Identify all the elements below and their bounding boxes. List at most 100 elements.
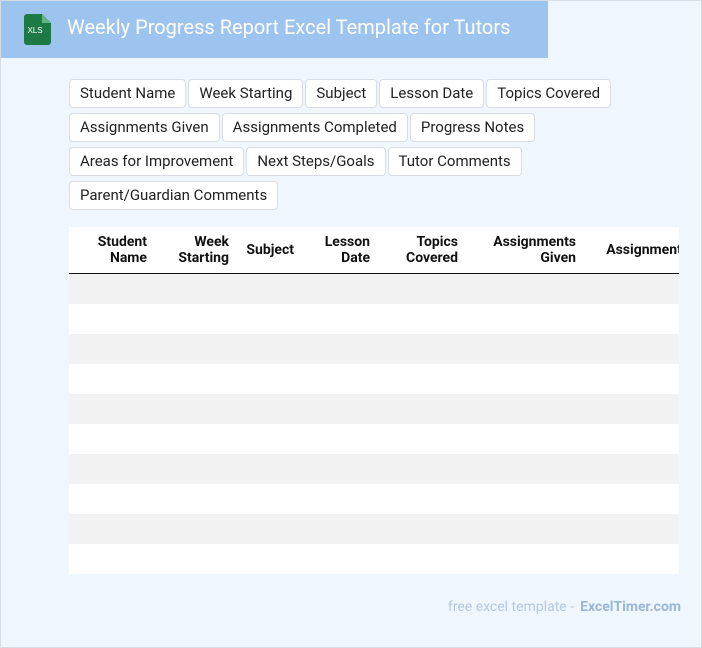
column-header: Student Name: [69, 227, 155, 274]
table-cell: [69, 273, 155, 304]
field-tag: Next Steps/Goals: [246, 147, 386, 176]
table-cell: [466, 484, 584, 514]
column-header: Lesson Date: [302, 227, 378, 274]
table-cell: [237, 454, 302, 484]
table-row: [69, 484, 679, 514]
table-cell: [155, 364, 237, 394]
table-cell: [378, 484, 466, 514]
table-cell: [237, 394, 302, 424]
table-cell: [378, 514, 466, 544]
table-cell: [237, 544, 302, 574]
table-cell: [584, 484, 679, 514]
table-cell: [584, 514, 679, 544]
table-cell: [69, 454, 155, 484]
table-cell: [237, 273, 302, 304]
table-cell: [466, 334, 584, 364]
table-cell: [302, 484, 378, 514]
table-row: [69, 364, 679, 394]
table-cell: [237, 334, 302, 364]
table-cell: [584, 334, 679, 364]
field-tag: Lesson Date: [379, 79, 485, 108]
table-cell: [302, 424, 378, 454]
field-tag: Topics Covered: [486, 79, 612, 108]
table-cell: [69, 424, 155, 454]
table-cell: [69, 334, 155, 364]
table-cell: [466, 394, 584, 424]
table-cell: [302, 273, 378, 304]
table-cell: [378, 454, 466, 484]
table-cell: [378, 394, 466, 424]
field-tag: Parent/Guardian Comments: [69, 181, 279, 210]
table-cell: [237, 484, 302, 514]
tag-list: Student Name Week Starting Subject Lesson D…: [69, 79, 621, 215]
table-cell: [69, 544, 155, 574]
table-cell: [466, 514, 584, 544]
table-cell: [155, 544, 237, 574]
table-cell: [302, 544, 378, 574]
table-cell: [584, 394, 679, 424]
column-header: Assignments Given: [466, 227, 584, 274]
field-tag: Progress Notes: [409, 113, 536, 142]
table-container: Student Name Week Starting Subject Lesson D…: [69, 227, 679, 574]
field-tag: Assignments Completed: [221, 113, 408, 142]
template-table: Student Name Week Starting Subject Lesson D…: [69, 227, 679, 574]
table-cell: [378, 334, 466, 364]
table-cell: [302, 514, 378, 544]
table-cell: [155, 454, 237, 484]
footer: free excel template - ExcelTimer.com: [448, 599, 681, 615]
table-cell: [155, 424, 237, 454]
table-row: [69, 514, 679, 544]
table-row: [69, 424, 679, 454]
table-cell: [378, 273, 466, 304]
icon-label: XLS: [27, 26, 42, 35]
table-cell: [155, 484, 237, 514]
table-cell: [584, 544, 679, 574]
table-cell: [155, 394, 237, 424]
table-cell: [466, 364, 584, 394]
table-cell: [466, 304, 584, 334]
table-cell: [584, 273, 679, 304]
table-cell: [378, 544, 466, 574]
table-cell: [155, 334, 237, 364]
table-cell: [466, 544, 584, 574]
table-row: [69, 544, 679, 574]
table-body: [69, 273, 679, 575]
xls-icon: XLS: [24, 14, 51, 45]
table-cell: [69, 364, 155, 394]
table-cell: [302, 304, 378, 334]
page-title: Weekly Progress Report Excel Template fo…: [67, 15, 511, 39]
header-banner: XLS Weekly Progress Report Excel Templat…: [1, 1, 548, 58]
table-cell: [466, 273, 584, 304]
table-cell: [155, 304, 237, 334]
table-cell: [237, 304, 302, 334]
field-tag: Subject: [305, 79, 378, 108]
table-cell: [237, 514, 302, 544]
table-cell: [69, 484, 155, 514]
table-cell: [302, 394, 378, 424]
table-cell: [584, 364, 679, 394]
table-cell: [69, 514, 155, 544]
column-header: Week Starting: [155, 227, 237, 274]
column-header: Subject: [237, 227, 302, 274]
table-cell: [69, 394, 155, 424]
table-cell: [155, 273, 237, 304]
table-row: [69, 334, 679, 364]
table-cell: [584, 424, 679, 454]
field-tag: Areas for Improvement: [69, 147, 245, 176]
table-cell: [302, 454, 378, 484]
footer-text: free excel template -: [447, 599, 575, 615]
table-cell: [237, 364, 302, 394]
table-cell: [466, 454, 584, 484]
table-cell: [584, 454, 679, 484]
table-cell: [302, 364, 378, 394]
column-header: Topics Covered: [378, 227, 466, 274]
table-row: [69, 273, 679, 304]
table-row: [69, 454, 679, 484]
table-cell: [584, 304, 679, 334]
table-cell: [237, 424, 302, 454]
footer-brand[interactable]: ExcelTimer.com: [580, 599, 681, 615]
table-cell: [378, 364, 466, 394]
table-cell: [378, 424, 466, 454]
table-cell: [69, 304, 155, 334]
table-cell: [302, 334, 378, 364]
